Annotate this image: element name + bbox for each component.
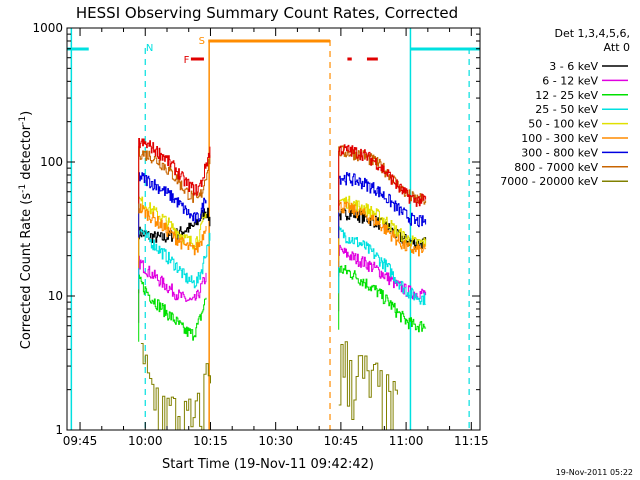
legend-label: 7000 - 20000 keV (500, 175, 598, 188)
y-tick-label: 1 (55, 423, 63, 437)
series-line (338, 195, 427, 262)
legend-label: 25 - 50 keV (535, 103, 598, 116)
x-tick-label: 10:45 (324, 434, 359, 448)
y-axis-label-sup1: -1 (18, 184, 28, 193)
night-label: N (146, 43, 153, 54)
y-axis: 1 10 100 1000 (32, 21, 480, 437)
legend-header-2: Att 0 (604, 41, 630, 54)
legend-label: 12 - 25 keV (535, 89, 598, 102)
legend-label: 6 - 12 keV (542, 74, 598, 87)
y-axis-label-main: Corrected Count Rate (s (19, 193, 34, 350)
series-line (138, 228, 211, 290)
y-axis-label-sup2: -1 (18, 116, 28, 125)
x-tick-label: 10:15 (193, 434, 228, 448)
series-line (338, 201, 427, 267)
flare-label: F (184, 55, 190, 66)
series-line (138, 203, 207, 269)
series-line (138, 138, 211, 204)
legend-label: 3 - 6 keV (549, 60, 598, 73)
series-line (138, 146, 211, 214)
x-axis: 09:45 10:00 10:15 10:30 10:45 11:00 11:15 (63, 28, 489, 448)
legend-label: 300 - 800 keV (521, 146, 598, 159)
x-tick-label: 11:15 (454, 434, 489, 448)
y-axis-label-mid: detector (19, 124, 34, 184)
x-tick-label: 10:30 (258, 434, 293, 448)
x-tick-label: 09:45 (63, 434, 98, 448)
y-tick-label: 100 (40, 155, 63, 169)
series-line (338, 341, 398, 431)
y-axis-label: Corrected Count Rate (s-1 detector-1) (18, 111, 34, 349)
series-line (338, 226, 427, 306)
series-layer (138, 138, 427, 431)
legend-label: 100 - 300 keV (521, 132, 598, 145)
y-axis-label-end: ) (19, 111, 34, 116)
series-line (338, 145, 427, 213)
legend-label: 50 - 100 keV (528, 118, 598, 131)
legend-label: 800 - 7000 keV (514, 161, 598, 174)
plot-frame (66, 27, 481, 431)
series-line (338, 144, 427, 211)
y-tick-label: 10 (48, 289, 63, 303)
series-line (338, 172, 427, 239)
x-tick-label: 10:00 (128, 434, 163, 448)
footer-date: 19-Nov-2011 05:22 (556, 468, 633, 477)
legend-header-1: Det 1,3,4,5,6, (554, 27, 630, 40)
y-tick-label: 1000 (32, 21, 63, 35)
series-line (338, 265, 427, 333)
series-line (138, 172, 207, 238)
chart-title: HESSI Observing Summary Count Rates, Cor… (76, 4, 458, 22)
series-line (138, 274, 207, 342)
series-line (138, 255, 207, 323)
x-axis-label: Start Time (19-Nov-11 09:42:42) (162, 457, 374, 472)
x-tick-label: 11:00 (389, 434, 424, 448)
saa-label: S (199, 36, 205, 47)
